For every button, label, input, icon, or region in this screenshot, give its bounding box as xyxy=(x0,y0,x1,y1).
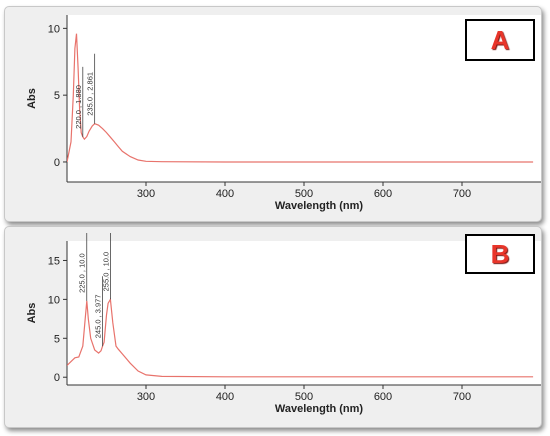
peak-label: 255.0 , 10.0 xyxy=(101,252,110,292)
y-tick-label: 10 xyxy=(48,23,60,35)
peak-label: 235.0 , 2.861 xyxy=(86,72,95,116)
x-tick-label: 400 xyxy=(216,391,234,403)
x-tick-label: 600 xyxy=(374,188,392,200)
y-tick-label: 0 xyxy=(54,372,60,384)
y-axis-title: Abs xyxy=(26,88,38,109)
x-axis-title: Wavelength (nm) xyxy=(275,403,364,415)
y-tick-label: 0 xyxy=(54,157,60,169)
spectrum-line xyxy=(67,33,534,163)
plot-area xyxy=(67,241,541,385)
x-axis-title: Wavelength (nm) xyxy=(275,200,364,212)
panel-label-a: A xyxy=(465,19,535,61)
x-tick-label: 700 xyxy=(453,391,471,403)
x-tick-label: 500 xyxy=(295,391,313,403)
y-tick-label: 5 xyxy=(54,333,60,345)
y-tick-label: 15 xyxy=(48,255,60,267)
x-tick-label: 600 xyxy=(374,391,392,403)
spectrum-chart-b: 0 5 10 15 300 400 500 600 700 Wavelength (nm) Abs 2… xyxy=(26,233,541,415)
spectrum-line xyxy=(67,297,534,378)
spectrum-panel-a: 0 5 10 300 400 500 600 700 Wavelength (nm) Abs 220… xyxy=(4,6,542,222)
x-tick-label: 300 xyxy=(137,391,155,403)
peak-label: 245.0 , 3.977 xyxy=(94,294,103,338)
x-tick-label: 500 xyxy=(295,188,313,200)
y-tick-label: 10 xyxy=(48,294,60,306)
panel-label-b: B xyxy=(465,234,535,274)
y-tick-label: 5 xyxy=(54,90,60,102)
x-tick-label: 300 xyxy=(137,188,155,200)
plot-area xyxy=(67,15,541,182)
x-tick-label: 700 xyxy=(453,188,471,200)
peak-label: 225.0 , 10.0 xyxy=(78,253,87,293)
y-axis-title: Abs xyxy=(26,303,38,324)
peak-label: 220.0 , 1.880 xyxy=(74,85,83,129)
spectrum-panel-b: 0 5 10 15 300 400 500 600 700 Wavelength (nm) Abs 2… xyxy=(4,226,542,428)
x-tick-label: 400 xyxy=(216,188,234,200)
spectrum-chart-a: 0 5 10 300 400 500 600 700 Wavelength (nm) Abs 220… xyxy=(26,15,541,212)
